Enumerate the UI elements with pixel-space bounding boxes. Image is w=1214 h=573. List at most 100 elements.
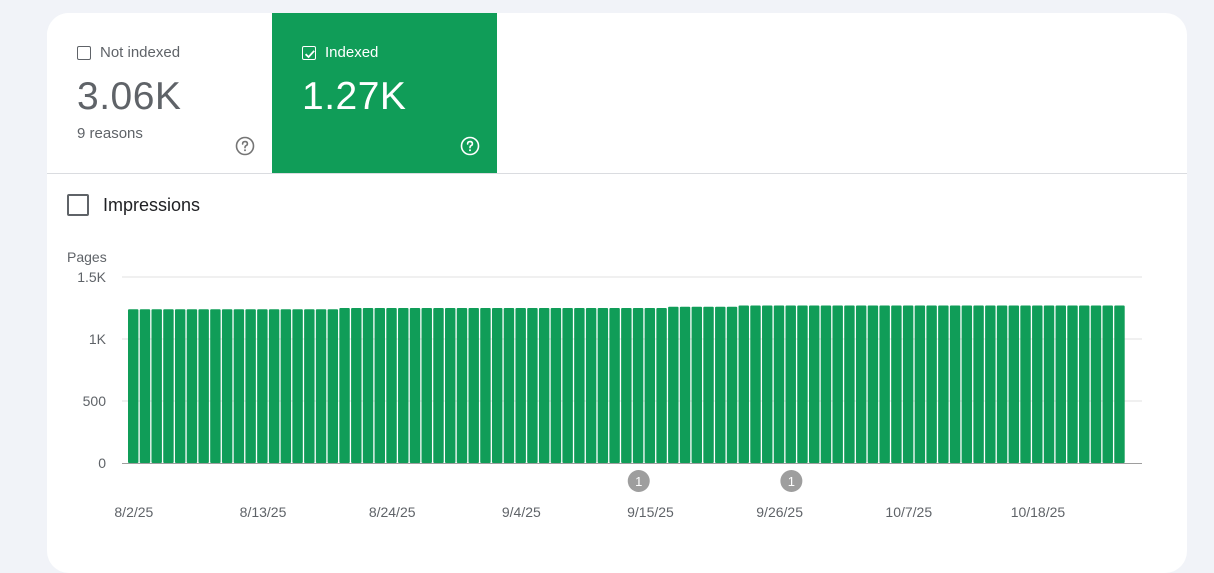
bar[interactable]	[468, 308, 479, 463]
bar[interactable]	[362, 308, 374, 463]
impressions-toggle[interactable]: Impressions	[67, 194, 200, 216]
bar[interactable]	[1090, 305, 1102, 463]
bar[interactable]	[879, 305, 890, 463]
bar[interactable]	[797, 305, 808, 463]
bar[interactable]	[550, 308, 562, 463]
bar[interactable]	[280, 309, 292, 463]
impressions-checkbox[interactable]	[67, 194, 89, 216]
bar[interactable]	[421, 308, 432, 463]
bar[interactable]	[644, 308, 656, 463]
x-tick-label: 10/18/25	[1011, 504, 1066, 520]
bar[interactable]	[1067, 305, 1078, 463]
bar[interactable]	[1008, 305, 1020, 463]
bar[interactable]	[808, 305, 820, 463]
bar[interactable]	[832, 305, 843, 463]
bar[interactable]	[656, 308, 667, 463]
bar[interactable]	[304, 309, 315, 463]
bar[interactable]	[632, 308, 644, 463]
bar[interactable]	[210, 309, 221, 463]
bar[interactable]	[186, 309, 198, 463]
bar[interactable]	[691, 306, 703, 463]
bar[interactable]	[949, 305, 961, 463]
bar[interactable]	[820, 305, 832, 463]
bar[interactable]	[703, 306, 714, 463]
bar[interactable]	[961, 305, 973, 463]
bar[interactable]	[1102, 305, 1113, 463]
bar[interactable]	[327, 309, 339, 463]
bar[interactable]	[398, 308, 409, 463]
bar[interactable]	[996, 305, 1008, 463]
bar[interactable]	[926, 305, 937, 463]
bar[interactable]	[491, 308, 503, 463]
bar[interactable]	[538, 308, 550, 463]
bar[interactable]	[855, 305, 867, 463]
bar[interactable]	[762, 305, 773, 463]
bar[interactable]	[902, 305, 914, 463]
bar[interactable]	[515, 308, 526, 463]
bar[interactable]	[527, 308, 538, 463]
bar[interactable]	[174, 309, 186, 463]
checkmark-icon	[304, 49, 315, 58]
bar[interactable]	[139, 309, 151, 463]
bar[interactable]	[151, 309, 162, 463]
x-tick-label: 9/26/25	[756, 504, 803, 520]
tile-not-indexed[interactable]: Not indexed 3.06K 9 reasons	[47, 13, 272, 174]
indexed-checkbox[interactable]	[302, 45, 316, 60]
bar[interactable]	[891, 305, 902, 463]
bar[interactable]	[574, 308, 585, 463]
bar[interactable]	[750, 305, 761, 463]
bar[interactable]	[480, 308, 491, 463]
bar[interactable]	[221, 309, 233, 463]
bar[interactable]	[163, 309, 174, 463]
help-icon[interactable]	[460, 136, 480, 156]
y-axis-label: Pages	[67, 249, 107, 265]
bar[interactable]	[867, 305, 879, 463]
bar[interactable]	[1055, 305, 1066, 463]
bar[interactable]	[938, 305, 949, 463]
bar[interactable]	[738, 305, 749, 463]
tile-not-indexed-label-row: Not indexed	[77, 44, 180, 61]
bar[interactable]	[914, 305, 926, 463]
bar[interactable]	[973, 305, 984, 463]
bar[interactable]	[456, 308, 468, 463]
bar[interactable]	[268, 309, 280, 463]
bar[interactable]	[503, 308, 515, 463]
bar[interactable]	[1043, 305, 1055, 463]
not-indexed-checkbox[interactable]	[77, 45, 91, 60]
bar[interactable]	[386, 308, 397, 463]
bar[interactable]	[433, 308, 444, 463]
bar[interactable]	[233, 309, 245, 463]
bar[interactable]	[445, 308, 456, 463]
bar[interactable]	[562, 308, 573, 463]
bar[interactable]	[292, 309, 303, 463]
bar[interactable]	[585, 308, 597, 463]
bar[interactable]	[315, 309, 327, 463]
bar[interactable]	[844, 305, 855, 463]
bar[interactable]	[679, 306, 691, 463]
bar[interactable]	[985, 305, 996, 463]
tile-indexed[interactable]: Indexed 1.27K	[272, 13, 497, 174]
bar[interactable]	[339, 308, 350, 463]
bar[interactable]	[128, 309, 139, 463]
bar[interactable]	[257, 309, 268, 463]
bar[interactable]	[773, 305, 785, 463]
bar[interactable]	[609, 308, 620, 463]
bar[interactable]	[715, 306, 726, 463]
bar[interactable]	[668, 306, 679, 463]
bar[interactable]	[1020, 305, 1031, 463]
annotation-marker[interactable]	[780, 470, 803, 492]
bar[interactable]	[198, 309, 209, 463]
bar[interactable]	[1079, 305, 1090, 463]
bar[interactable]	[374, 308, 386, 463]
bar[interactable]	[785, 305, 796, 463]
bar[interactable]	[621, 308, 632, 463]
annotation-marker[interactable]	[627, 470, 650, 492]
bar[interactable]	[409, 308, 421, 463]
bar[interactable]	[1114, 305, 1125, 463]
bar[interactable]	[245, 309, 256, 463]
bar[interactable]	[726, 306, 738, 463]
bar[interactable]	[597, 308, 609, 463]
bar[interactable]	[1032, 305, 1043, 463]
help-icon[interactable]	[235, 136, 255, 156]
bar[interactable]	[351, 308, 362, 463]
